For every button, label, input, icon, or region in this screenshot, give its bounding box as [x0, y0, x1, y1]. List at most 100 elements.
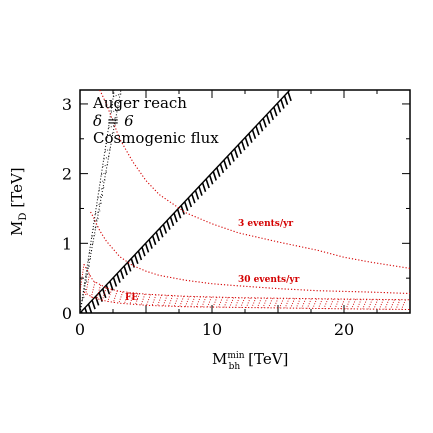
fe-hatch: [129, 292, 135, 305]
fe-hatch: [162, 295, 168, 307]
label-fe: FE: [125, 293, 138, 303]
fe-hatch: [212, 296, 218, 308]
y-tick-label: 3: [62, 95, 72, 114]
boundary-hatch: [226, 156, 232, 166]
annotation-cosmogenic-flux: Cosmogenic flux: [93, 129, 219, 147]
boundary-hatch: [187, 197, 193, 208]
dotted-band-fill: [86, 265, 91, 269]
dotted-band-fill: [97, 194, 104, 199]
boundary-hatch: [280, 99, 285, 109]
fe-hatch: [218, 297, 223, 308]
black-dotted-band: [80, 90, 122, 313]
dotted-band-fill: [87, 257, 92, 261]
x-tick-label: 0: [75, 320, 85, 339]
fe-hatch: [134, 293, 140, 305]
boundary-hatch: [262, 118, 267, 128]
fe-hatch: [256, 297, 262, 308]
dotted-band-fill: [102, 163, 109, 168]
fe-hatch: [329, 298, 334, 309]
boundary-hatch: [119, 269, 125, 280]
fe-hatch: [146, 294, 151, 306]
fe-hatch: [190, 296, 196, 308]
boundary-hatch: [176, 209, 182, 219]
boundary-hatch: [144, 243, 150, 253]
fe-hatch: [234, 297, 240, 308]
dotted-band-fill: [85, 272, 90, 277]
boundary-hatch: [191, 193, 196, 204]
fe-hatch: [345, 298, 351, 310]
boundary-hatch: [230, 152, 235, 162]
boundary-hatch: [173, 212, 178, 223]
y-tick-label: 1: [62, 234, 72, 253]
x-axis-title-main: M: [212, 350, 227, 368]
boundary-hatch: [223, 159, 228, 170]
fe-hatch: [229, 297, 235, 308]
y-tick-label: 2: [62, 165, 72, 184]
red-curves: [90, 90, 410, 295]
axis-ticks: [79, 90, 411, 314]
fe-hatch: [395, 299, 401, 310]
fe-hatch: [179, 296, 185, 307]
label-30-events: 30 events/yr: [238, 275, 300, 285]
fe-hatch: [367, 299, 373, 310]
fe-hatch: [334, 298, 340, 309]
fe-hatch: [251, 297, 257, 308]
boundary-hatch: [198, 186, 203, 196]
y-axis-title-main: M: [8, 221, 26, 236]
boundary-hatch: [109, 280, 114, 291]
fe-hatch: [201, 296, 207, 308]
boundary-hatch: [141, 246, 146, 257]
fe-hatch: [390, 299, 395, 310]
fe-hatch: [123, 292, 129, 305]
fe-hatch: [362, 299, 368, 310]
fe-lower-edge: [83, 291, 410, 311]
boundary-hatch: [219, 163, 225, 174]
y-axis-title-unit: [TeV]: [8, 167, 26, 207]
label-3-events: 3 events/yr: [238, 219, 293, 229]
dotted-band-fill: [81, 296, 85, 300]
boundary-hatch: [237, 144, 242, 155]
dotted-band-fill: [98, 186, 105, 191]
boundary-hatch: [251, 129, 257, 140]
boundary-hatch: [126, 262, 132, 272]
annotation-auger-reach: Auger reach: [92, 94, 187, 112]
fe-hatch: [85, 274, 90, 296]
x-axis-title: Mmin bh [TeV]: [212, 350, 288, 372]
boundary-hatch: [287, 91, 292, 102]
fe-hatch: [168, 295, 174, 307]
fe-hatch: [284, 298, 290, 309]
fe-hatch: [312, 298, 318, 309]
dotted-band-fill: [84, 280, 88, 285]
fe-hatch: [301, 298, 307, 309]
fe-hatch: [262, 297, 268, 308]
boundary-hatch: [162, 224, 168, 234]
boundary-hatch: [216, 167, 221, 177]
fe-hatch: [140, 293, 146, 306]
boundary-hatch: [91, 299, 96, 310]
boundary-hatch: [212, 171, 217, 181]
dotted-band-fill: [82, 288, 87, 293]
boundary-line: [80, 90, 291, 313]
boundary-hatch: [276, 103, 282, 113]
boundary-hatch: [244, 137, 250, 147]
fe-hatch: [90, 281, 96, 299]
fe-hatch: [340, 298, 345, 309]
boundary-hatch: [233, 148, 239, 158]
fe-hatch: [173, 295, 179, 307]
fe-hatch: [157, 294, 162, 307]
fe-hatch: [356, 299, 362, 310]
dotted-band-fill: [89, 249, 94, 254]
boundary-hatch: [116, 273, 121, 283]
fe-hatch: [223, 297, 229, 308]
fe-hatch: [373, 299, 379, 310]
black-hatched-boundary: [80, 90, 292, 313]
fe-hatch: [245, 297, 251, 308]
boundary-hatch: [269, 110, 275, 121]
y-tick-label: 0: [62, 304, 72, 323]
boundary-hatch: [166, 220, 171, 230]
fe-hatch: [317, 298, 323, 309]
boundary-hatch: [134, 254, 139, 264]
dotted-band-fill: [103, 155, 111, 160]
fe-hatch: [295, 298, 301, 309]
